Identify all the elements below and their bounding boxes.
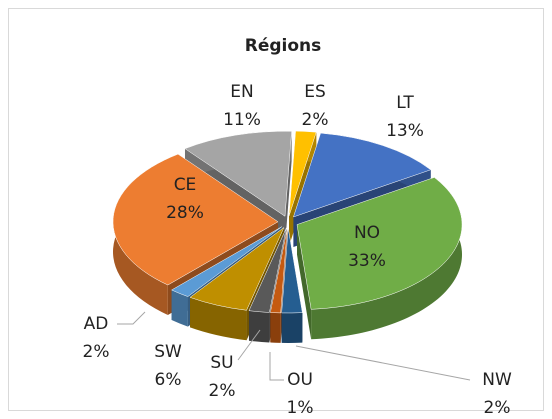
slice-side [171,289,188,327]
data-label-value: 13% [386,121,424,141]
data-label-value: 11% [223,110,261,130]
slice [112,153,279,286]
data-label-value: 33% [348,251,386,271]
slice [293,132,432,218]
slice [270,227,288,314]
chart-title: Régions [245,36,322,56]
slice-side [311,177,463,340]
data-label-value: 2% [302,110,329,130]
data-label-value: 2% [484,398,511,418]
slice-side [248,310,270,343]
data-label-value: 28% [166,203,204,223]
slice-side [190,297,247,341]
data-label-name: AD [84,314,109,334]
slice-side [281,312,303,343]
slice [189,226,285,311]
data-label-value: 1% [287,398,314,418]
data-label-name: SU [210,353,233,373]
leader-line [237,329,261,361]
data-label-value: 6% [155,370,182,390]
data-label-name: SW [154,342,182,362]
data-label-name: CE [174,175,197,195]
slice-side [297,224,312,340]
leader-line [295,345,471,381]
data-label-name: NW [482,370,512,390]
slice [184,131,292,217]
data-label-name: NO [354,223,380,243]
slice-side [270,312,281,343]
slice [248,227,287,313]
slice [281,227,303,314]
data-label-name: EN [230,82,253,102]
data-label-name: ES [304,82,326,102]
slice [296,177,463,310]
data-label-name: LT [396,93,414,113]
slice [288,130,317,217]
data-label-value: 2% [83,342,110,362]
data-label-name: OU [287,370,313,390]
leader-line [269,352,284,381]
data-label-value: 2% [209,381,236,401]
leader-line [117,311,146,325]
slice [171,226,282,297]
